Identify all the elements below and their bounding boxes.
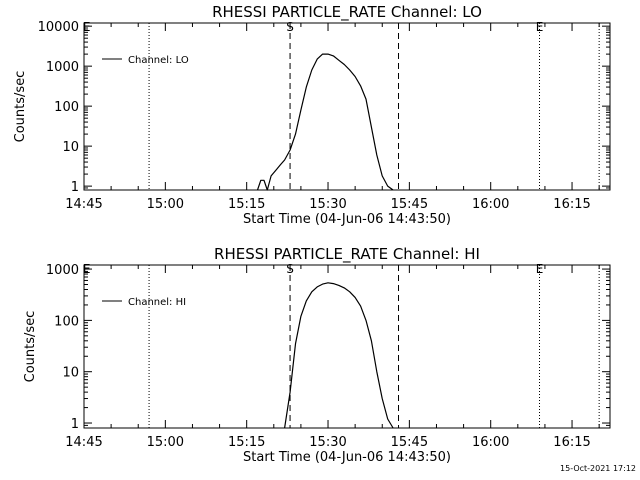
x-tick-label: 16:15	[553, 435, 590, 450]
y-tick-label: 10000	[38, 20, 79, 35]
marker-label: E	[536, 262, 544, 276]
x-tick-label: 15:30	[309, 197, 346, 212]
marker-label: S	[286, 20, 294, 34]
x-tick-label: 15:45	[391, 197, 428, 212]
x-tick-label: 15:15	[228, 435, 265, 450]
y-tick-label: 100	[54, 100, 79, 115]
y-tick-label: 100	[54, 314, 79, 329]
marker-label: E	[83, 262, 91, 276]
series-line	[284, 282, 394, 429]
chart-title: RHESSI PARTICLE_RATE Channel: LO	[212, 3, 482, 22]
y-tick-label: 1000	[46, 60, 79, 75]
y-tick-label: 1	[71, 417, 79, 432]
x-tick-label: 15:00	[147, 197, 184, 212]
legend-label: Channel: LO	[128, 55, 189, 66]
marker-label: E	[83, 20, 91, 34]
series-line	[256, 53, 394, 191]
x-tick-label: 14:45	[65, 435, 102, 450]
x-tick-label: 16:15	[553, 197, 590, 212]
y-axis-label: Counts/sec	[23, 311, 38, 383]
legend-label: Channel: HI	[128, 297, 186, 308]
x-tick-label: 15:45	[391, 435, 428, 450]
chart-title: RHESSI PARTICLE_RATE Channel: HI	[214, 245, 480, 264]
x-tick-label: 15:15	[228, 197, 265, 212]
y-tick-label: 1000	[46, 263, 79, 278]
x-tick-label: 14:45	[65, 197, 102, 212]
x-tick-label: 16:00	[472, 435, 509, 450]
y-axis-label: Counts/sec	[13, 71, 28, 143]
x-tick-label: 16:00	[472, 197, 509, 212]
y-tick-label: 10	[62, 140, 79, 155]
x-tick-label: 15:00	[147, 435, 184, 450]
x-axis-label: Start Time (04-Jun-06 14:43:50)	[243, 212, 451, 227]
x-tick-label: 15:30	[309, 435, 346, 450]
panel-2: RHESSI PARTICLE_RATE Channel: HI 14:45 15:…	[23, 245, 611, 465]
plot-frame	[83, 264, 611, 429]
marker-label: S	[286, 262, 294, 276]
plot-frame	[83, 22, 611, 191]
y-tick-label: 1	[71, 180, 79, 195]
panel-1: RHESSI PARTICLE_RATE Channel: LO 14:45 15:…	[13, 3, 611, 227]
timestamp: 15-Oct-2021 17:12	[560, 464, 636, 473]
marker-label: E	[536, 20, 544, 34]
y-tick-label: 10	[62, 366, 79, 381]
x-axis-label: Start Time (04-Jun-06 14:43:50)	[243, 450, 451, 465]
